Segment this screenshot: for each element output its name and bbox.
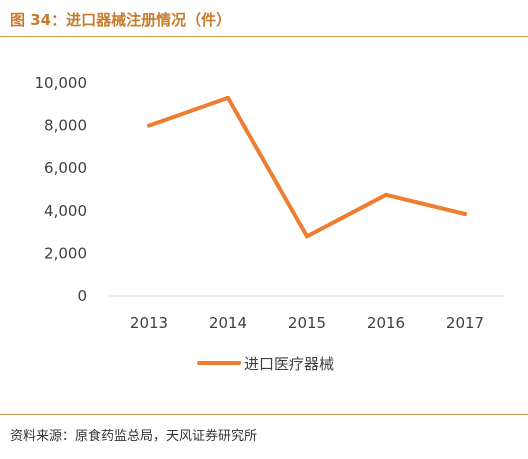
data-point bbox=[147, 123, 151, 128]
series-line-imported-devices bbox=[147, 95, 467, 239]
source-note: 资料来源：原食药监总局，天风证券研究所 bbox=[10, 429, 258, 444]
line-chart: 0 2,000 4,000 6,000 8,000 10,000 2013 2014 2015… bbox=[35, 74, 505, 373]
legend-label: 进口医疗器械 bbox=[244, 355, 334, 373]
data-point bbox=[463, 211, 467, 216]
x-axis-tick-labels: 2013 2014 2015 2016 2017 bbox=[130, 314, 484, 332]
data-point bbox=[384, 192, 388, 197]
figure-title: 图 34：进口器械注册情况（件） bbox=[10, 11, 232, 29]
title-divider bbox=[0, 36, 528, 37]
y-tick-label: 2,000 bbox=[44, 244, 87, 262]
x-tick-label: 2017 bbox=[446, 314, 484, 332]
y-axis-tick-labels: 0 2,000 4,000 6,000 8,000 10,000 bbox=[35, 74, 88, 305]
x-tick-label: 2014 bbox=[209, 314, 247, 332]
legend: 进口医疗器械 bbox=[197, 355, 334, 373]
x-tick-label: 2016 bbox=[367, 314, 405, 332]
y-tick-label: 0 bbox=[77, 287, 87, 305]
x-tick-label: 2015 bbox=[288, 314, 326, 332]
y-tick-label: 4,000 bbox=[44, 202, 87, 220]
x-tick-label: 2013 bbox=[130, 314, 168, 332]
data-point bbox=[226, 95, 230, 100]
data-point bbox=[305, 234, 309, 239]
y-tick-label: 6,000 bbox=[44, 159, 87, 177]
y-tick-label: 8,000 bbox=[44, 117, 87, 135]
data-points bbox=[147, 95, 467, 239]
y-tick-label: 10,000 bbox=[35, 74, 88, 92]
footer-divider bbox=[0, 414, 528, 415]
